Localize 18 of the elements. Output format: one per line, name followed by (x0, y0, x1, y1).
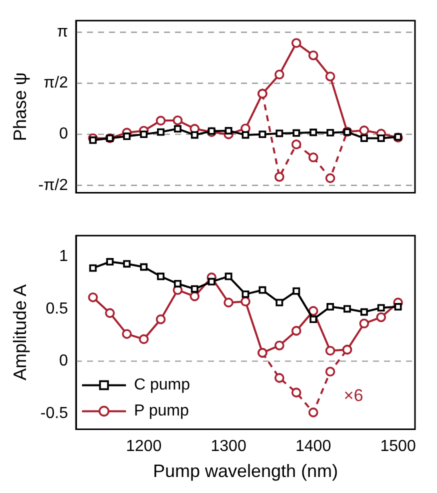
x-tick-label: 1200 (126, 438, 162, 456)
y-tick-label: π/2 (44, 74, 68, 92)
y-tick-label: -π/2 (38, 176, 68, 194)
x-axis-title: Pump wavelength (nm) (152, 461, 338, 482)
y-axis-title: Amplitude A (10, 284, 30, 380)
y-tick-label: 0 (59, 352, 68, 370)
x-tick-label: 1500 (380, 438, 416, 456)
y-tick-label: 1 (59, 248, 68, 265)
legend-label: P pump (134, 402, 189, 420)
y-axis-title: Phase ψ (10, 72, 30, 142)
y-tick-label: -0.5 (40, 404, 68, 422)
x-tick-label: 1300 (210, 438, 246, 456)
y-tick-label: 0 (59, 126, 68, 143)
legend-label: C pump (134, 376, 190, 394)
x-tick-label: 1400 (296, 438, 332, 456)
y-tick-label: π (56, 24, 68, 41)
y-tick-label: 0.5 (46, 300, 68, 318)
annotation: ×6 (344, 386, 364, 405)
